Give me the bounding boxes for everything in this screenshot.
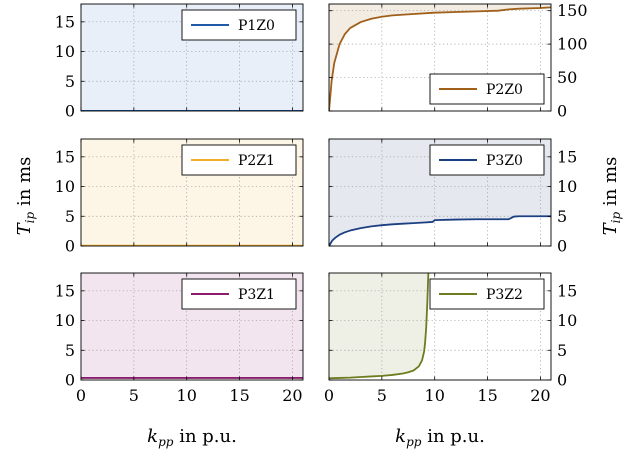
axes-frame-p2z1 [80, 138, 304, 247]
x-tick-label-p3z2-15: 15 [477, 386, 497, 405]
y-tick-label-p1z0-15: 15 [55, 12, 75, 31]
area-fill-p2z0 [329, 4, 551, 111]
panel-p1z0: 0 5 10 15 P1Z0 [55, 3, 304, 121]
series-line-p3z2 [329, 273, 430, 380]
y-tick-label-p3z1-5: 5 [65, 341, 75, 360]
x-tick-label-p3z1-10: 10 [177, 386, 197, 405]
y-tick-label-p3z2-0: 0 [557, 371, 567, 390]
y-tick-label-p2z1-5: 5 [65, 207, 75, 226]
y-tick-label-p3z0-15: 15 [557, 147, 577, 166]
x-tick-label-p3z2-0: 0 [324, 386, 334, 405]
y-tick-label-p2z0-100: 100 [557, 35, 588, 54]
legend-p2z1: P2Z1 [181, 144, 297, 176]
series-line-p3z0 [329, 215, 551, 246]
legend-p3z2: P3Z2 [429, 278, 545, 310]
legend-p3z0: P3Z0 [429, 144, 545, 176]
y-tick-label-p3z0-0: 0 [557, 237, 567, 256]
legend-label-p2z0: P2Z0 [486, 82, 523, 98]
x-tick-label-p3z2-10: 10 [425, 386, 445, 405]
panel-p3z1: 0 5 10 15 0 5 10 15 20 P3Z1 [55, 272, 304, 405]
axes-frame-p3z1 [80, 272, 304, 381]
y-axis-label-left: Tip in ms [14, 157, 37, 236]
y-tick-label-p1z0-5: 5 [65, 72, 75, 91]
series-line-p2z0 [329, 6, 551, 111]
y-tick-label-p3z0-5: 5 [557, 207, 567, 226]
y-tick-label-p3z2-15: 15 [557, 281, 577, 300]
legend-p3z1: P3Z1 [181, 278, 297, 310]
axes-frame-p2z0 [328, 3, 552, 112]
y-tick-label-p2z0-0: 0 [557, 102, 567, 121]
x-tick-label-p3z1-20: 20 [282, 386, 302, 405]
legend-label-p1z0: P1Z0 [238, 18, 275, 34]
y-tick-label-p2z0-50: 50 [557, 68, 577, 87]
x-tick-label-p3z2-20: 20 [530, 386, 550, 405]
axes-frame-p1z0 [80, 3, 304, 112]
x-axis-label-right: kpp in p.u. [395, 426, 485, 449]
y-tick-label-p1z0-10: 10 [55, 42, 75, 61]
legend-label-p3z1: P3Z1 [238, 287, 275, 303]
y-tick-label-p3z2-10: 10 [557, 311, 577, 330]
panel-p2z0: 0 50 100 150 P2Z0 [328, 1, 588, 121]
axes-frame-p3z0 [328, 138, 552, 247]
panel-p3z2: 0 5 10 15 0 5 10 15 20 P3Z2 [324, 272, 577, 405]
axes-frame-p3z2 [328, 272, 552, 381]
y-tick-label-p3z1-0: 0 [65, 371, 75, 390]
y-tick-label-p2z1-15: 15 [55, 147, 75, 166]
legend-p2z0: P2Z0 [429, 73, 545, 105]
y-axis-label-right: Tip in ms [600, 157, 623, 236]
y-tick-label-p2z1-10: 10 [55, 177, 75, 196]
legend-p1z0: P1Z0 [181, 9, 297, 41]
y-tick-label-p3z1-10: 10 [55, 311, 75, 330]
legend-label-p3z0: P3Z0 [486, 153, 523, 169]
y-tick-label-p1z0-0: 0 [65, 102, 75, 121]
legend-label-p3z2: P3Z2 [486, 287, 523, 303]
y-tick-label-p2z1-0: 0 [65, 237, 75, 256]
x-tick-label-p3z1-15: 15 [229, 386, 249, 405]
x-axis-label-left: kpp in p.u. [147, 426, 237, 449]
area-fill-p3z2 [329, 273, 551, 379]
y-tick-label-p3z1-15: 15 [55, 281, 75, 300]
x-tick-label-p3z1-5: 5 [129, 386, 139, 405]
y-tick-label-p3z0-10: 10 [557, 177, 577, 196]
panel-p2z1: 0 5 10 15 P2Z1 [55, 138, 304, 256]
x-tick-label-p3z1-0: 0 [76, 386, 86, 405]
legend-label-p2z1: P2Z1 [238, 153, 275, 169]
panel-p3z0: 0 5 10 15 P3Z0 [328, 138, 577, 256]
y-tick-label-p2z0-150: 150 [557, 1, 588, 20]
x-tick-label-p3z2-5: 5 [377, 386, 387, 405]
y-tick-label-p3z2-5: 5 [557, 341, 567, 360]
